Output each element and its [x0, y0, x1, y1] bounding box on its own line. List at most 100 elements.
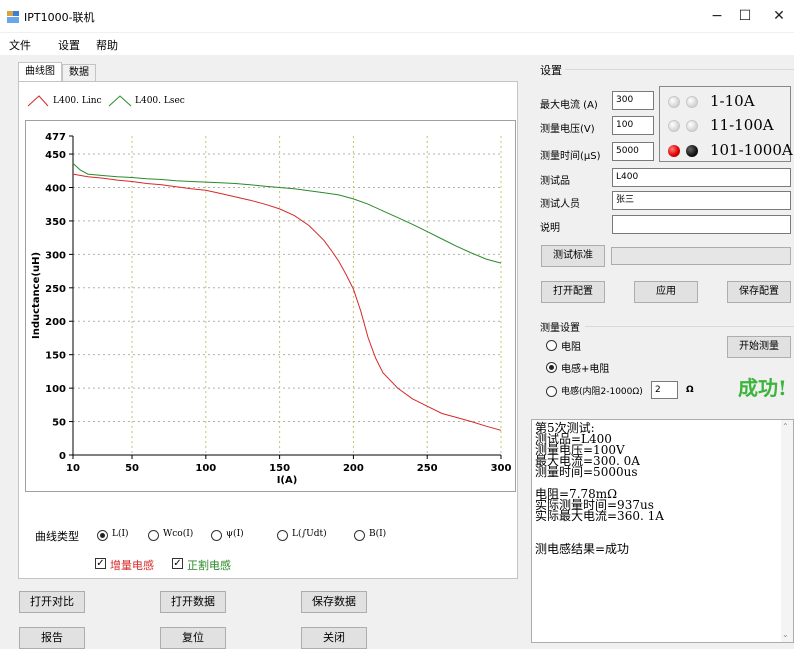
res-ind-option-label: 电感+电阻 — [561, 364, 610, 375]
title-bar — [0, 0, 794, 32]
log-line: 最大电流=300. 0A — [535, 454, 640, 468]
resistance-radio[interactable] — [546, 340, 557, 351]
resistance-option-label: 电阻 — [561, 342, 581, 353]
test-standard-display — [611, 247, 791, 265]
curve-type-radio[interactable] — [354, 530, 365, 541]
result-log[interactable] — [531, 419, 794, 643]
menu-bar: 文件 设置 帮助 — [0, 33, 794, 55]
measure-group-title: 测量设置 — [540, 323, 580, 334]
test-voltage-label: 测量电压(V) — [540, 124, 595, 135]
max-current-input[interactable]: 300 — [612, 91, 654, 110]
curve-type-option-label: ψ(I) — [226, 529, 244, 539]
range2-led-a — [668, 120, 680, 132]
log-line: 电阻=7.78mΩ — [535, 487, 618, 501]
incremental-label: 增量电感 — [110, 559, 154, 572]
test-standard-button[interactable]: 测试标准 — [541, 245, 605, 267]
tester-label: 测试人员 — [540, 199, 580, 210]
minimize-button[interactable]: − — [711, 8, 723, 24]
inductance-chart: 0 50 100 150 200 250 300 350 400 450 477 10 50 100 150… — [31, 132, 512, 486]
chart-legend: L400. Linc L400. Lsec — [25, 88, 255, 114]
log-line: 实际最大电流=360. 1A — [535, 509, 664, 523]
save-data-button[interactable]: 保存数据 — [301, 591, 367, 613]
dut-input[interactable]: L400 — [612, 168, 791, 187]
y-tick-label: 350 — [45, 217, 66, 228]
y-tick-label: 450 — [45, 150, 66, 161]
menu-settings[interactable]: 设置 — [58, 39, 80, 52]
range3-led-b — [686, 145, 698, 157]
x-tick-label: 50 — [125, 463, 139, 474]
legend-swatch-lsec — [108, 95, 132, 107]
range1-led-a — [668, 96, 680, 108]
reset-button[interactable]: 复位 — [160, 627, 226, 649]
curve-type-label: 曲线类型 — [35, 530, 79, 543]
range1-label: 1-10A — [710, 92, 755, 110]
test-time-label: 测量时间(μS) — [540, 151, 601, 162]
range2-label: 11-100A — [710, 116, 774, 134]
log-line: 测电感结果=成功 — [535, 542, 630, 556]
scroll-up-icon[interactable]: ⌃ — [782, 422, 789, 431]
series-line-linc — [72, 173, 502, 431]
range2-led-b — [686, 120, 698, 132]
chart-area: 0 50 100 150 200 250 300 350 400 450 477 10 50 100 150… — [25, 120, 516, 492]
x-tick-label: 10 — [66, 463, 80, 474]
curve-type-radio[interactable] — [97, 530, 108, 541]
tab-curve[interactable]: 曲线图 — [18, 62, 62, 82]
x-axis-label: I(A) — [277, 475, 298, 486]
max-current-label: 最大电流 (A) — [540, 100, 598, 111]
ind-resistance-input[interactable]: 2 — [651, 381, 678, 399]
range1-led-b — [686, 96, 698, 108]
tab-data[interactable]: 数据 — [62, 64, 96, 82]
open-data-button[interactable]: 打开数据 — [160, 591, 226, 613]
report-button[interactable]: 报告 — [19, 627, 85, 649]
apply-button[interactable]: 应用 — [634, 281, 698, 303]
range3-led-a — [668, 145, 680, 157]
curve-type-radio[interactable] — [277, 530, 288, 541]
log-line: 测量时间=5000us — [535, 465, 638, 479]
y-tick-label: 250 — [45, 284, 66, 295]
dut-label: 测试品 — [540, 176, 570, 187]
legend-label-lsec: L400. Lsec — [135, 96, 185, 106]
x-tick-label: 300 — [491, 463, 512, 474]
maximize-button[interactable]: ☐ — [738, 8, 752, 24]
x-tick-label: 250 — [417, 463, 438, 474]
x-tick-label: 100 — [195, 463, 216, 474]
curve-type-option-label: B(I) — [369, 529, 387, 539]
ind-option-label: 电感(内阻2-1000Ω) — [561, 387, 643, 397]
open-config-button[interactable]: 打开配置 — [541, 281, 605, 303]
open-compare-button[interactable]: 打开对比 — [19, 591, 85, 613]
x-tick-label: 200 — [343, 463, 364, 474]
curve-type-radio[interactable] — [211, 530, 222, 541]
secant-checkbox[interactable]: ✓ — [172, 558, 183, 569]
start-measure-button[interactable]: 开始测量 — [727, 336, 791, 358]
note-input[interactable] — [612, 215, 791, 234]
res-ind-radio[interactable] — [546, 362, 557, 373]
menu-file[interactable]: 文件 — [9, 39, 31, 52]
settings-group-title: 设置 — [540, 64, 562, 77]
save-config-button[interactable]: 保存配置 — [727, 281, 791, 303]
close-window-button[interactable]: ✕ — [773, 8, 785, 24]
incremental-checkbox[interactable]: ✓ — [95, 558, 106, 569]
tester-input[interactable]: 张三 — [612, 191, 791, 210]
y-tick-label: 0 — [59, 451, 66, 462]
range3-label: 101-1000A — [710, 141, 793, 159]
close-button[interactable]: 关闭 — [301, 627, 367, 649]
app-icon — [7, 11, 19, 23]
window-title: IPT1000-联机 — [24, 11, 95, 24]
curve-type-option-label: L(∫Udt) — [292, 529, 327, 539]
y-tick-label: 50 — [52, 418, 66, 429]
log-line: 第5次测试: — [535, 421, 595, 435]
menu-help[interactable]: 帮助 — [96, 39, 118, 52]
y-tick-label: 150 — [45, 351, 66, 362]
status-success: 成功! — [738, 376, 787, 400]
scroll-down-icon[interactable]: ⌄ — [782, 630, 789, 639]
curve-type-radio[interactable] — [148, 530, 159, 541]
log-scrollbar[interactable] — [781, 420, 793, 642]
log-line: 测试品=L400 — [535, 432, 612, 446]
test-time-input[interactable]: 5000 — [612, 142, 654, 161]
test-voltage-input[interactable]: 100 — [612, 116, 654, 135]
curve-type-option-label: Wco(I) — [163, 529, 194, 539]
legend-label-linc: L400. Linc — [53, 96, 102, 106]
note-label: 说明 — [540, 223, 560, 234]
ind-radio[interactable] — [546, 386, 557, 397]
range-indicator-box — [659, 86, 791, 162]
